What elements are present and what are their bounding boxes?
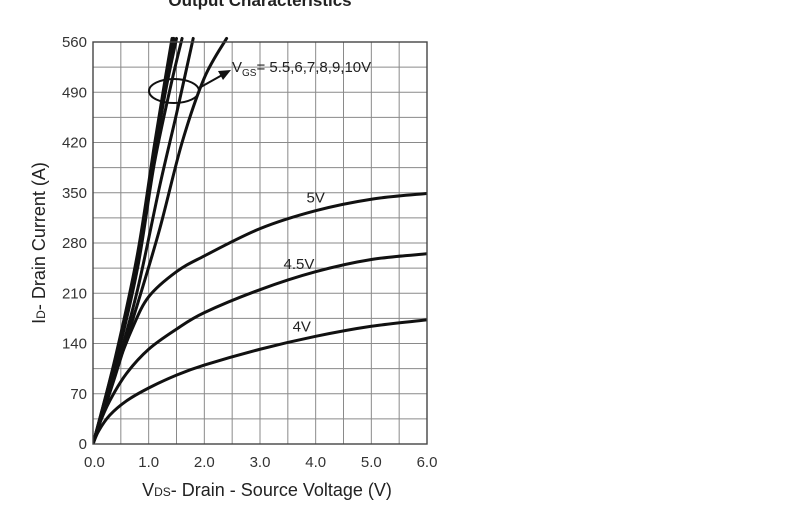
curve-6V — [93, 36, 195, 444]
curve-7V — [93, 36, 184, 444]
curve-labels: 4V 4.5V 5V — [284, 190, 325, 336]
y-tick-label: 70 — [70, 386, 87, 403]
y-ticks: 0 70 140 210 280 350 420 490 560 — [62, 34, 87, 453]
x-tick-label: 0.0 — [84, 454, 105, 471]
y-axis-label: ID- Drain Current (A) — [29, 162, 49, 324]
x-tick-label: 5.0 — [361, 454, 382, 471]
plot-frame — [92, 41, 428, 445]
x-tick-label: 3.0 — [250, 454, 271, 471]
x-tick-label: 4.0 — [305, 454, 326, 471]
x-axis-label-text: - Drain - Source Voltage (V) — [171, 480, 392, 500]
y-tick-label: 350 — [62, 185, 87, 202]
y-tick-label: 0 — [79, 436, 87, 453]
annotation-arrow-line — [198, 73, 225, 89]
y-tick-label: 140 — [62, 336, 87, 353]
x-tick-label: 1.0 — [138, 454, 159, 471]
y-tick-label: 560 — [62, 34, 87, 51]
x-tick-label: 2.0 — [194, 454, 215, 471]
curves — [93, 36, 427, 444]
chart-title: Output Characteristics — [168, 0, 351, 10]
vgs-annotation-sub: GS — [242, 68, 257, 79]
x-tick-label: 6.0 — [417, 454, 438, 471]
vgs-annotation: VGS= 5.5,6,7,8,9,10V — [232, 59, 371, 79]
x-axis-label-prefix: V — [142, 480, 154, 500]
curve-4V — [93, 318, 427, 444]
x-axis-label-sub: DS — [154, 485, 171, 499]
vgs-annotation-prefix: V — [232, 59, 242, 76]
y-tick-label: 490 — [62, 84, 87, 101]
y-tick-label: 420 — [62, 135, 87, 152]
x-axis-label: VDS- Drain - Source Voltage (V) — [142, 480, 392, 500]
curve-label: 4.5V — [284, 256, 315, 273]
vgs-annotation-text: = 5.5,6,7,8,9,10V — [256, 59, 371, 76]
x-ticks: 0.0 1.0 2.0 3.0 4.0 5.0 6.0 — [84, 454, 437, 471]
y-axis-label-sub: D — [34, 310, 48, 319]
curve-label: 4V — [293, 319, 311, 336]
curve-label: 5V — [306, 190, 324, 207]
y-axis-label-prefix: I — [29, 319, 49, 324]
y-axis-label-text: - Drain Current (A) — [29, 162, 49, 310]
vgs-bundle-ellipse — [148, 78, 200, 104]
y-tick-label: 280 — [62, 235, 87, 252]
curve-10V — [93, 36, 174, 444]
grid — [93, 42, 427, 444]
annotation-arrow-head — [218, 70, 231, 80]
y-tick-label: 210 — [62, 285, 87, 302]
